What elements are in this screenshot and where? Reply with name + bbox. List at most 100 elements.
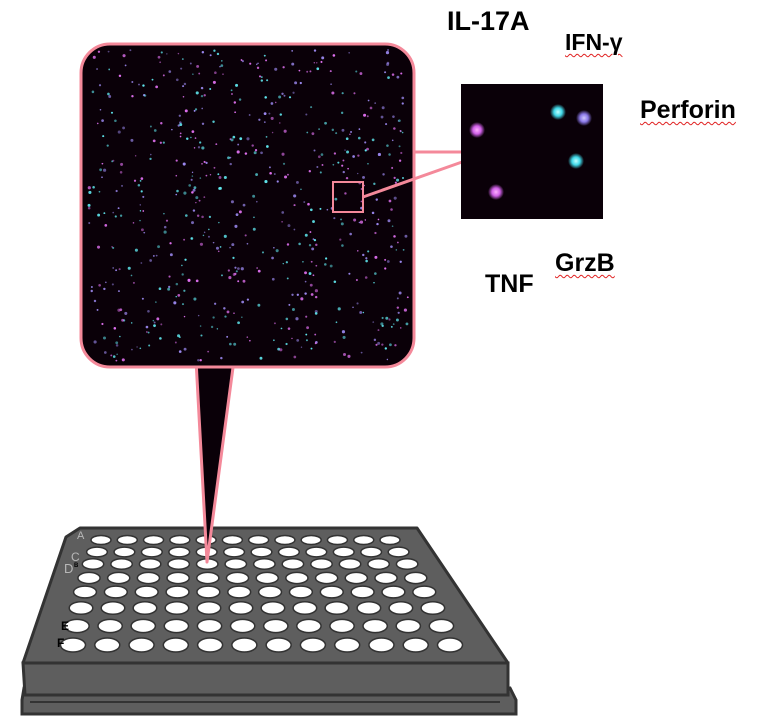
spot <box>115 269 118 272</box>
spot <box>252 227 256 231</box>
spot <box>104 281 107 284</box>
well <box>381 585 406 599</box>
spot <box>121 358 125 362</box>
well <box>140 546 163 558</box>
well <box>165 585 190 599</box>
spot <box>235 270 238 273</box>
spot <box>292 91 295 94</box>
spot <box>237 280 240 283</box>
spot <box>330 83 332 85</box>
well <box>395 618 422 634</box>
spot <box>391 225 394 228</box>
spot <box>374 272 377 275</box>
row-label-a: A <box>77 530 85 542</box>
spot <box>257 303 261 307</box>
spot <box>223 307 226 310</box>
label-perforin: Perforin <box>640 96 736 124</box>
spot <box>367 163 369 165</box>
spot <box>314 333 317 336</box>
spot <box>104 224 108 227</box>
spot <box>166 53 168 55</box>
spot <box>265 135 268 138</box>
well <box>374 571 398 585</box>
well <box>332 546 355 558</box>
spot <box>312 238 315 240</box>
spot <box>117 207 120 210</box>
spot <box>305 315 308 318</box>
spot <box>311 247 315 251</box>
well <box>229 618 256 634</box>
well <box>260 600 286 616</box>
spot <box>139 347 142 350</box>
spot <box>396 75 400 79</box>
spot <box>285 342 288 346</box>
spot <box>219 246 222 248</box>
spot <box>229 138 232 141</box>
well <box>288 585 314 599</box>
spot <box>300 188 302 191</box>
spot <box>287 173 289 176</box>
spot <box>348 51 350 54</box>
spot <box>199 242 204 246</box>
spot <box>304 271 307 275</box>
spot <box>381 343 384 346</box>
spot <box>285 317 289 321</box>
spot <box>246 336 249 338</box>
spot <box>342 159 345 162</box>
spot <box>344 149 346 151</box>
spot <box>246 242 249 245</box>
spot <box>191 171 194 174</box>
spot <box>400 72 403 75</box>
spot <box>182 85 185 88</box>
spot <box>303 201 306 204</box>
spot <box>115 341 119 345</box>
spot <box>314 309 318 314</box>
spot <box>395 249 398 251</box>
spot <box>212 80 216 84</box>
spot <box>380 115 384 119</box>
spot <box>332 54 336 57</box>
spot <box>181 303 185 306</box>
spot <box>241 60 244 63</box>
spot <box>119 214 123 217</box>
spot <box>402 177 404 180</box>
spot <box>313 62 316 64</box>
spot <box>201 163 203 165</box>
spot <box>386 358 389 361</box>
spot <box>405 322 409 326</box>
well <box>167 558 191 570</box>
spot <box>195 201 197 204</box>
spot <box>316 67 320 71</box>
spot <box>241 316 243 318</box>
spot <box>259 75 261 78</box>
well <box>319 585 344 599</box>
spot <box>364 219 367 221</box>
spot <box>342 352 347 356</box>
spot <box>310 347 313 350</box>
spot-cyan <box>568 153 584 169</box>
spot <box>386 61 390 65</box>
spot <box>139 210 142 212</box>
spot <box>230 89 233 92</box>
spot <box>201 122 205 126</box>
spot <box>103 287 106 291</box>
spot <box>256 63 258 66</box>
spot <box>107 92 110 96</box>
spot <box>274 101 277 104</box>
spot <box>264 179 268 184</box>
spot <box>316 166 319 169</box>
spot <box>159 141 162 144</box>
spot <box>165 219 169 222</box>
well <box>314 571 339 585</box>
spot <box>333 152 337 155</box>
spot <box>124 64 127 67</box>
spot <box>393 127 396 130</box>
spot <box>227 269 230 272</box>
spot <box>319 171 322 174</box>
spot <box>87 186 91 190</box>
well <box>305 546 328 558</box>
spot <box>341 128 345 132</box>
spot <box>191 130 195 133</box>
spot <box>260 151 263 155</box>
